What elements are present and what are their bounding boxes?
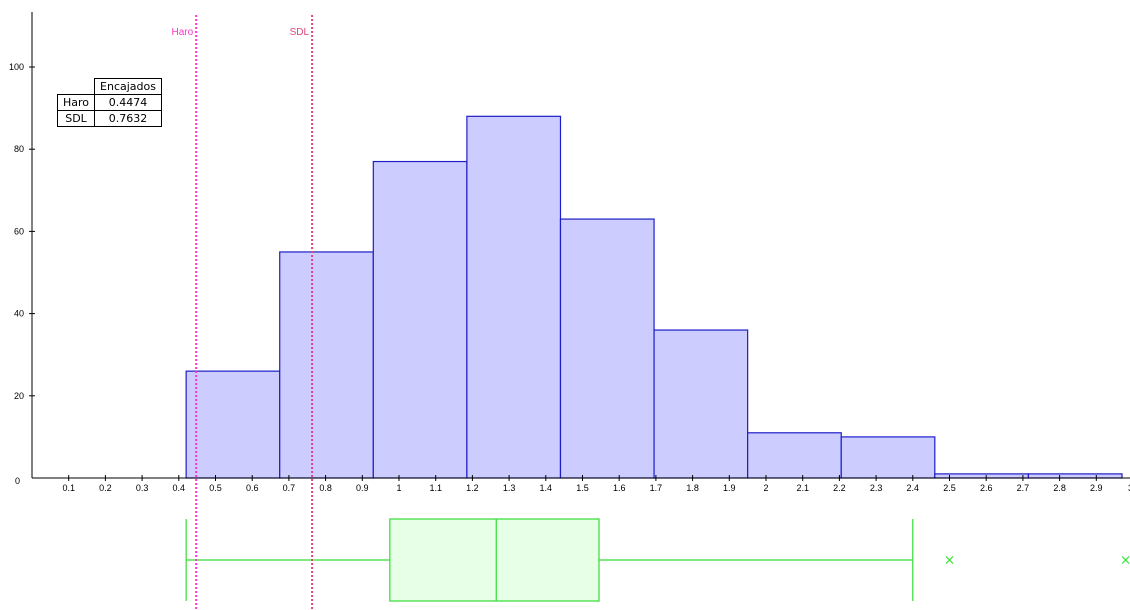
x-tick-label: 2.3 [870, 483, 883, 493]
x-tick-label: 1.8 [686, 483, 699, 493]
histogram-bar [747, 432, 842, 479]
y-tick-label: 80 [14, 144, 24, 154]
y-tick-label: 40 [14, 309, 24, 319]
table-header-cell: Encajados [94, 78, 162, 95]
table-row: SDL 0.7632 [56, 110, 162, 127]
x-tick-label: 2.6 [980, 483, 993, 493]
boxplot-box [389, 518, 600, 602]
x-tick-label: 1.1 [429, 483, 442, 493]
histogram-bar [934, 473, 1030, 479]
x-tick-label: 1.3 [503, 483, 516, 493]
x-tick-label: 2.8 [1053, 483, 1066, 493]
table-row-label: Haro [56, 94, 96, 111]
origin-label: 0 [15, 476, 20, 486]
table-row-value: 0.4474 [94, 94, 162, 111]
x-tick-label: 1.9 [723, 483, 736, 493]
y-tick-label: 20 [14, 391, 24, 401]
histogram-bar [466, 115, 562, 479]
x-tick-label: 2.5 [943, 483, 956, 493]
reference-line-label: Haro [172, 27, 194, 38]
x-tick-label: 0.2 [99, 483, 112, 493]
boxplot-outlier [945, 556, 954, 564]
y-tick-label: 100 [9, 62, 24, 72]
x-tick-label: 1.2 [466, 483, 479, 493]
table-row: Haro 0.4474 [56, 94, 162, 111]
table-row-value: 0.7632 [94, 110, 162, 127]
histogram-bar [1027, 473, 1123, 479]
table-corner-cell [57, 78, 96, 95]
x-tick-label: 2.7 [1017, 483, 1030, 493]
table-header-row: Encajados [57, 78, 162, 95]
histogram-bar [372, 160, 468, 479]
histogram-bar [279, 251, 374, 479]
table-row-label: SDL [56, 110, 96, 127]
x-tick-label: 1.6 [613, 483, 626, 493]
x-tick-label: 0.1 [62, 483, 75, 493]
histogram-bar [653, 329, 749, 479]
x-tick-label: 3 [1128, 483, 1130, 493]
x-tick-label: 2.9 [1090, 483, 1103, 493]
encajados-table: Encajados Haro 0.4474 SDL 0.7632 [56, 78, 162, 127]
histogram-bar [840, 436, 936, 479]
x-tick-label: 1.7 [650, 483, 663, 493]
y-tick-label: 60 [14, 226, 24, 236]
x-tick-label: 0.6 [246, 483, 259, 493]
x-tick-label: 0.7 [283, 483, 296, 493]
boxplot-outlier [1121, 556, 1130, 564]
x-tick-label: 2 [763, 483, 768, 493]
reference-line-label: SDL [290, 27, 310, 38]
histogram-bar [559, 218, 655, 479]
x-tick-label: 0.4 [173, 483, 186, 493]
x-tick-label: 2.4 [907, 483, 920, 493]
x-tick-label: 2.2 [833, 483, 846, 493]
x-tick-label: 0.9 [356, 483, 369, 493]
x-tick-label: 1.4 [540, 483, 553, 493]
x-tick-label: 2.1 [796, 483, 809, 493]
x-tick-label: 0.3 [136, 483, 149, 493]
x-tick-label: 1 [396, 483, 401, 493]
x-tick-label: 1.5 [576, 483, 589, 493]
x-tick-label: 0.5 [209, 483, 222, 493]
histogram-bar [185, 370, 281, 479]
x-tick-label: 0.8 [319, 483, 332, 493]
